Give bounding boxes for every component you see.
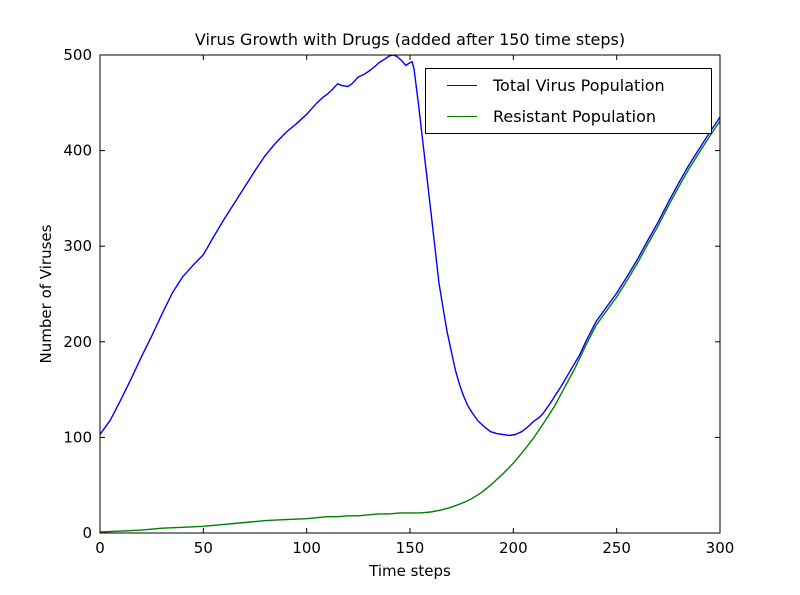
legend: Total Virus Population Resistant Populat…: [425, 68, 712, 134]
y-tick-label: 400: [63, 142, 92, 160]
series-line-total-virus-population: [100, 55, 720, 437]
chart-title: Virus Growth with Drugs (added after 150…: [194, 30, 626, 49]
y-tick-label: 200: [63, 333, 92, 351]
x-tick-label: 200: [499, 539, 528, 557]
legend-line-sample-resistant: [447, 116, 477, 117]
legend-item-resistant-population: Resistant Population: [426, 101, 711, 132]
x-tick-label: 50: [194, 539, 213, 557]
x-tick-label: 250: [602, 539, 631, 557]
y-tick-label: 300: [63, 237, 92, 255]
y-tick-label: 500: [63, 46, 92, 64]
series-line-resistant-population: [100, 120, 720, 533]
x-tick-label: 100: [292, 539, 321, 557]
x-axis-label: Time steps: [369, 562, 451, 580]
x-tick-label: 150: [396, 539, 425, 557]
y-tick-label: 0: [82, 524, 92, 542]
x-tick-label: 0: [95, 539, 105, 557]
y-tick-label: 100: [63, 428, 92, 446]
x-tick-label: 300: [706, 539, 735, 557]
legend-label-total: Total Virus Population: [493, 76, 665, 95]
y-axis-label: Number of Viruses: [37, 224, 55, 364]
legend-label-resistant: Resistant Population: [493, 107, 656, 126]
legend-item-total-virus-population: Total Virus Population: [426, 70, 711, 101]
legend-line-sample-total: [447, 85, 477, 86]
